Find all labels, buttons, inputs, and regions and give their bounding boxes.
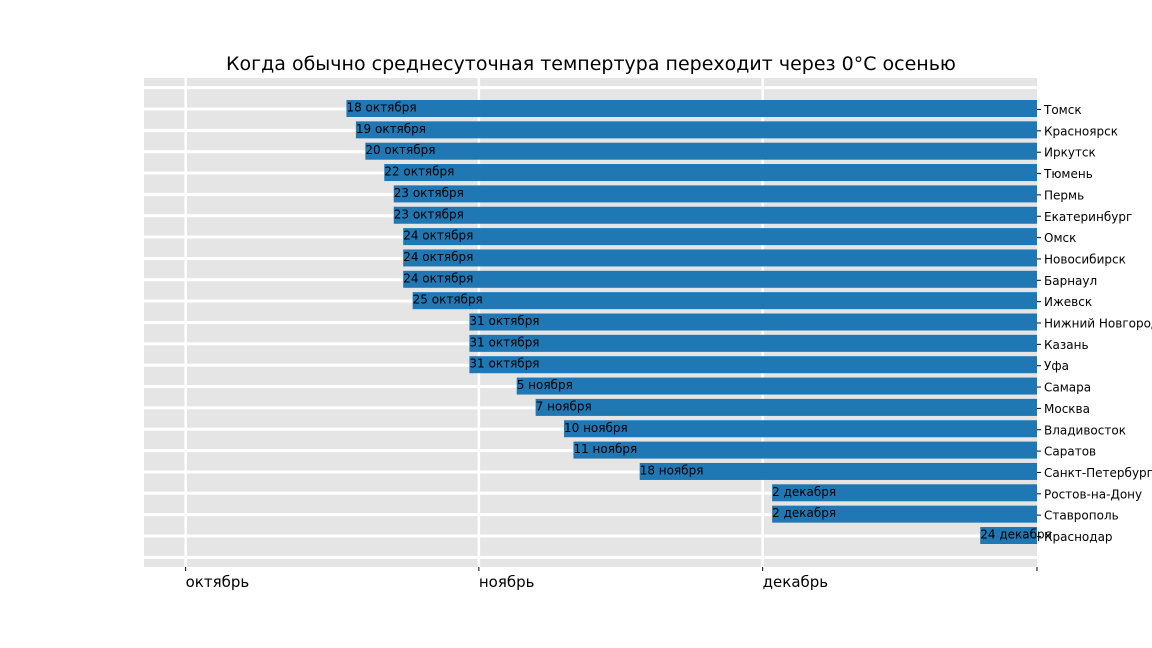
y-tick-label: Екатеринбург — [1044, 210, 1132, 224]
bar-value-label: 5 ноября — [517, 378, 573, 392]
bar-value-label: 31 октября — [469, 335, 539, 349]
bar-value-label: 20 октября — [365, 143, 435, 157]
y-tick-label: Уфа — [1044, 359, 1069, 373]
bar-value-label: 18 октября — [346, 101, 416, 115]
y-tick-label: Москва — [1044, 402, 1090, 416]
bar-value-label: 7 ноября — [536, 399, 592, 413]
y-tick-label: Новосибирск — [1044, 252, 1126, 266]
bar — [469, 334, 1037, 352]
y-tick-label: Саратов — [1044, 445, 1096, 459]
bar-value-label: 2 декабря — [772, 485, 836, 499]
bar — [516, 377, 1037, 395]
x-tick-label: ноябрь — [479, 573, 535, 591]
bar-value-label: 23 октября — [394, 186, 464, 200]
bar — [355, 121, 1037, 139]
bar — [365, 142, 1038, 160]
bar — [772, 484, 1037, 502]
bar — [393, 185, 1037, 203]
bar — [469, 356, 1037, 374]
y-tick-label: Пермь — [1044, 188, 1084, 202]
y-tick-label: Тюмень — [1043, 167, 1093, 181]
bar — [535, 398, 1037, 416]
bar — [469, 313, 1037, 331]
bar — [573, 441, 1037, 459]
bar-value-label: 24 октября — [403, 229, 473, 243]
bar — [403, 249, 1037, 267]
y-tick-label: Красноярск — [1044, 124, 1118, 138]
bar-value-label: 31 октября — [469, 357, 539, 371]
bar-value-label: 19 октября — [356, 122, 426, 136]
y-tick-label: Краснодар — [1044, 530, 1113, 544]
bar — [403, 228, 1037, 246]
y-tick-label: Омск — [1044, 231, 1076, 245]
y-tick-label: Владивосток — [1044, 423, 1126, 437]
bar-value-label: 11 ноября — [573, 442, 637, 456]
bar — [772, 505, 1037, 523]
y-tick-label: Томск — [1043, 103, 1082, 117]
bar-value-label: 23 октября — [394, 207, 464, 221]
bar — [393, 206, 1037, 224]
y-tick-label: Санкт-Петербург — [1044, 466, 1152, 480]
y-tick-label: Ижевск — [1044, 295, 1092, 309]
y-tick-label: Барнаул — [1044, 274, 1097, 288]
bar-value-label: 25 октября — [413, 293, 483, 307]
y-tick-label: Ростов-на-Дону — [1044, 487, 1142, 501]
bar — [639, 462, 1037, 480]
bar-value-label: 24 октября — [403, 250, 473, 264]
bar-value-label: 10 ноября — [564, 421, 628, 435]
y-tick-label: Казань — [1044, 338, 1089, 352]
y-tick-label: Ставрополь — [1044, 509, 1119, 523]
bar-value-label: 2 декабря — [772, 506, 836, 520]
y-tick-label: Нижний Новгород — [1044, 317, 1152, 331]
y-tick-label: Самара — [1044, 381, 1091, 395]
bar — [564, 420, 1037, 438]
bar-value-label: 22 октября — [384, 165, 454, 179]
bar-value-label: 18 ноября — [640, 463, 704, 477]
bar — [384, 164, 1037, 182]
bar — [412, 292, 1038, 310]
bar — [403, 270, 1037, 288]
y-tick-label: Иркутск — [1044, 146, 1096, 160]
bar-value-label: 31 октября — [469, 314, 539, 328]
bar — [346, 100, 1037, 117]
bar — [980, 527, 1037, 544]
bar-value-label: 24 декабря — [980, 528, 1052, 542]
x-tick-label: декабрь — [763, 573, 828, 591]
x-tick-label: октябрь — [186, 573, 250, 591]
chart-title: Когда обычно среднесуточная темпертура п… — [226, 53, 956, 75]
bar-value-label: 24 октября — [403, 271, 473, 285]
